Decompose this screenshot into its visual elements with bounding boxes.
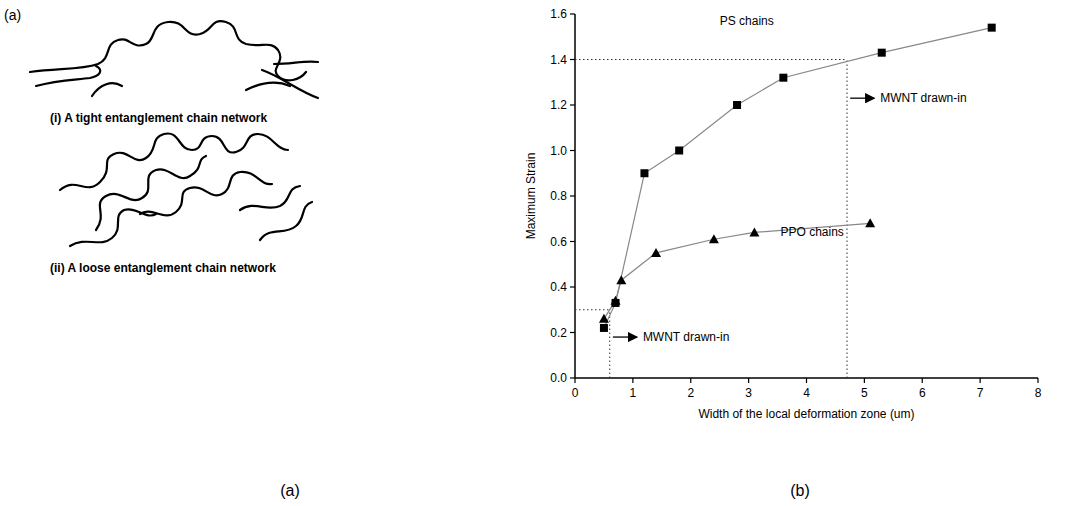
x-tick xyxy=(980,378,981,383)
chart: 0 1 2 3 4 5 6 7 8 0.0 0.2 0.4 0.6 0.8 1.0 1.2 1.4 1.6 Widt… xyxy=(524,7,1042,421)
triangle-marker xyxy=(865,218,875,227)
x-tick-label: 1 xyxy=(630,386,637,400)
triangle-marker xyxy=(611,296,621,305)
reference-line-v xyxy=(847,60,848,379)
square-marker xyxy=(878,49,886,57)
chain xyxy=(70,209,156,246)
y-tick-label: 1.2 xyxy=(550,98,567,112)
y-tick xyxy=(570,241,575,242)
x-tick xyxy=(574,378,575,383)
y-tick-label: 0.0 xyxy=(550,371,567,385)
chain xyxy=(140,172,272,216)
y-tick-label: 1.4 xyxy=(550,53,567,67)
y-axis-title: Maximum Strain xyxy=(524,153,538,240)
x-tick-label: 3 xyxy=(745,386,752,400)
network-label: (i) A tight entanglement chain network xyxy=(50,111,267,125)
y-tick xyxy=(570,286,575,287)
y-tick-label: 0.4 xyxy=(550,280,567,294)
triangle-marker xyxy=(651,248,661,257)
x-tick xyxy=(632,378,633,383)
y-tick xyxy=(570,332,575,333)
y-tick-label: 0.8 xyxy=(550,189,567,203)
series-line xyxy=(604,28,992,328)
chain xyxy=(96,156,206,230)
y-tick xyxy=(570,377,575,378)
y-tick xyxy=(570,13,575,14)
chain xyxy=(60,133,288,190)
annotation: MWNT drawn-in xyxy=(643,330,729,344)
x-axis-title: Width of the local deformation zone (um) xyxy=(698,407,914,421)
panel-a xyxy=(30,21,318,246)
annotation-arrow xyxy=(850,98,874,99)
x-tick xyxy=(864,378,865,383)
y-tick xyxy=(570,104,575,105)
y-tick xyxy=(570,150,575,151)
x-tick xyxy=(748,378,749,383)
triangle-marker xyxy=(709,234,719,243)
annotation: PPO chains xyxy=(780,225,843,239)
figure: (a) (i) A tight entanglement chain networ… xyxy=(0,0,1069,506)
chain xyxy=(36,66,100,86)
x-tick-label: 2 xyxy=(687,386,694,400)
panel-letter: (a) xyxy=(4,7,21,23)
square-marker xyxy=(600,324,608,332)
square-marker xyxy=(779,74,787,82)
panel-caption: (b) xyxy=(790,482,810,499)
x-tick-label: 5 xyxy=(861,386,868,400)
x-tick-label: 8 xyxy=(1035,386,1042,400)
chain xyxy=(240,186,300,210)
annotation: PS chains xyxy=(720,14,774,28)
y-tick-label: 1.0 xyxy=(550,144,567,158)
plot-area xyxy=(599,24,996,332)
chain xyxy=(246,83,290,90)
y-tick-label: 0.6 xyxy=(550,235,567,249)
x-tick xyxy=(922,378,923,383)
y-tick xyxy=(570,195,575,196)
square-marker xyxy=(733,101,741,109)
chain xyxy=(274,61,318,64)
series-line xyxy=(604,223,870,319)
square-marker xyxy=(988,24,996,32)
x-tick-label: 0 xyxy=(572,386,579,400)
x-tick-label: 7 xyxy=(977,386,984,400)
triangle-marker xyxy=(749,227,759,236)
reference-line-v xyxy=(609,310,610,378)
square-marker xyxy=(675,147,683,155)
y-tick-label: 1.6 xyxy=(550,7,567,21)
annotation: MWNT drawn-in xyxy=(880,91,966,105)
x-tick xyxy=(806,378,807,383)
x-tick xyxy=(1037,378,1038,383)
square-marker xyxy=(640,169,648,177)
network-label: (ii) A loose entanglement chain network xyxy=(50,261,276,275)
y-tick xyxy=(570,59,575,60)
triangle-marker xyxy=(616,275,626,284)
reference-line-h xyxy=(575,309,610,310)
x-tick-label: 4 xyxy=(803,386,810,400)
reference-line-h xyxy=(575,59,847,60)
x-tick xyxy=(690,378,691,383)
y-tick-label: 0.2 xyxy=(550,326,567,340)
annotation-arrow xyxy=(613,336,637,337)
chain xyxy=(92,83,122,96)
x-tick-label: 6 xyxy=(919,386,926,400)
chain xyxy=(262,70,318,98)
triangle-marker xyxy=(599,314,609,323)
chain xyxy=(260,202,312,240)
panel-caption: (a) xyxy=(280,482,300,499)
